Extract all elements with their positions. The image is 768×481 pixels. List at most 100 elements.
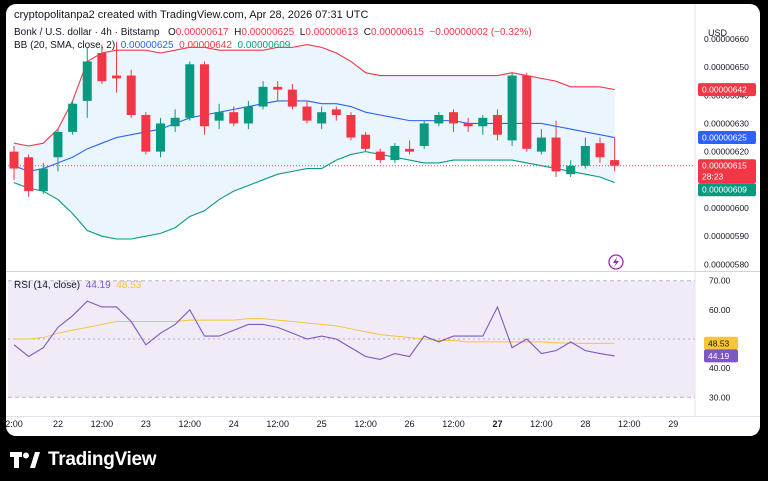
bollinger-upper-badge-text: 0.00000642 [702,85,747,95]
candle-bullish [419,120,429,149]
candle-bearish [595,137,605,163]
time-tick-label: 27 [492,419,502,429]
bollinger-upper-value: 0.00000642 [179,40,232,51]
candle-bearish [112,41,122,93]
candle-bullish [38,162,48,194]
rsi-value: 44.19 [85,280,111,291]
time-tick-label: 23 [141,419,151,429]
candle-body [287,89,297,107]
change-value: −0.00000002 (−0.32%) [429,27,532,38]
close-label: C [363,27,371,38]
candle-body [24,157,34,192]
candle-body [170,117,180,127]
candle-bullish [258,81,268,110]
candle-bearish [199,61,209,135]
candle-bullish [390,143,400,163]
candle-body [273,86,283,90]
time-tick-label: 12:00 [354,419,377,429]
candle-bullish [566,160,576,177]
candle-bearish [522,72,532,152]
chart-caption: cryptopolitanpa2 created with TradingVie… [14,9,369,21]
bollinger-lower-value: 0.00000609 [237,40,291,51]
candle-bullish [68,100,78,135]
rsi-label[interactable]: RSI (14, close) [14,280,81,291]
candle-body [419,123,429,146]
close-value: 0.00000615 [371,27,424,38]
candle-body [302,106,312,121]
time-tick-label: 12:00 [618,419,641,429]
bollinger-legend: BB (20, SMA, close, 2) 0.00000625 0.0000… [14,40,290,51]
candle-bearish [126,69,136,118]
rsi-tick-label: 40.00 [709,363,731,373]
lightning-icon-bolt [613,257,619,267]
currency-label: USD [708,28,728,38]
rsi-ma-badge: 48.53 [704,336,738,350]
candle-bullish [170,109,180,132]
symbol-label[interactable]: Bonk / U.S. dollar · 4h · Bitstamp [14,27,160,38]
candle-body [566,165,576,175]
candle-bullish [214,103,224,130]
tradingview-logo-icon [10,452,40,468]
candle-body [551,137,561,172]
candle-body [243,106,253,124]
candle-bearish [449,109,458,132]
candle-body [82,61,92,101]
rsi-legend: RSI (14, close) 44.19 48.53 [14,280,141,291]
tradingview-branding: TradingView [10,448,157,472]
candle-body [229,112,239,124]
candle-bearish [375,148,385,163]
rsi-tick-label: 70.00 [709,276,731,286]
time-tick-label: 2:00 [6,419,23,429]
candle-body [361,134,371,149]
candle-bearish [331,106,341,121]
price-tick-label: 0.00000600 [704,203,749,213]
chart-panel: USD0.000006600.000006500.000006400.00000… [6,4,760,436]
candle-body [390,146,400,161]
bar-countdown-text: 28:23 [702,172,724,182]
candle-body [492,115,502,135]
time-tick-label: 12:00 [442,419,465,429]
bollinger-basis-badge-bg [698,131,756,145]
rsi-ma-line [14,318,615,344]
last-close-badge-bg [698,159,756,184]
rsi-tick-label: 30.00 [709,392,731,402]
candle-body [317,112,327,124]
candle-body [507,75,517,141]
bollinger-upper-badge-bg [698,83,756,97]
last-close-badge-text: 0.00000615 [702,161,747,171]
candle-bearish [492,109,502,141]
candle-body [199,64,209,127]
price-tick-label: 0.00000630 [704,118,749,128]
tradingview-wordmark: TradingView [48,449,157,470]
candle-bullish [156,117,165,158]
candle-body [112,75,122,79]
candle-bearish [9,146,19,180]
candle-bullish [53,129,63,172]
price-tick-label: 0.00000620 [704,147,749,157]
price-tick-label: 0.00000660 [704,34,749,44]
candle-bearish [346,112,356,141]
time-tick-label: 12:00 [179,419,202,429]
candle-bearish [287,84,297,110]
candle-bearish [24,154,34,197]
rsi-line [13,300,615,360]
candle-body [580,146,590,166]
candle-bearish [463,117,473,132]
candle-bullish [434,112,444,127]
candle-body [331,109,341,115]
bollinger-label[interactable]: BB (20, SMA, close, 2) [14,40,116,51]
low-value: 0.00000613 [305,27,359,38]
high-label: H [234,27,242,38]
candle-body [68,103,78,132]
time-tick-label: 29 [668,419,678,429]
candle-body [434,115,444,124]
candle-bearish [361,131,371,152]
time-tick-label: 26 [405,419,415,429]
lightning-icon [608,254,624,270]
time-tick-label: 24 [229,419,239,429]
bollinger-lower-badge: 0.00000609 [698,183,756,197]
candle-bullish [317,106,327,130]
candle-body [478,117,488,127]
high-value: 0.00000625 [241,27,295,38]
